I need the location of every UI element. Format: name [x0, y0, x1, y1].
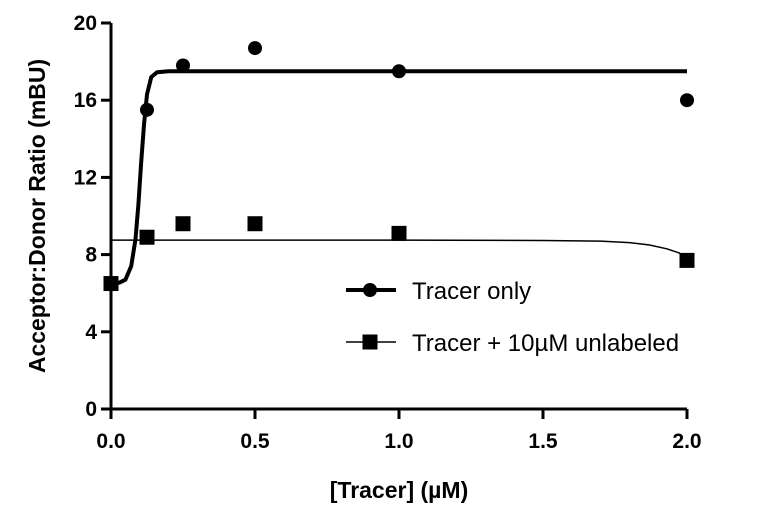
legend-label: Tracer only [412, 278, 531, 305]
data-point-series-1 [392, 64, 406, 79]
x-tick-label: 2.0 [672, 430, 701, 453]
fit-line-series-1 [110, 69, 687, 286]
legend: Tracer only Tracer + 10µM unlabeled [346, 278, 679, 357]
fit-line-series-2 [111, 239, 688, 259]
data-point-series-2 [103, 276, 119, 292]
y-axis-title: Acceptor:Donor Ratio (mBU) [24, 59, 50, 373]
data-point-series-1 [176, 58, 190, 73]
data-point-series-2 [391, 225, 407, 241]
data-point-series-1 [140, 102, 154, 117]
axes: 0.0 0.5 1.0 1.5 2.0 0 4 8 12 16 20 [74, 12, 702, 453]
data-point-series-2 [139, 229, 155, 245]
data-points [103, 41, 695, 292]
y-tick-label: 12 [74, 166, 97, 189]
y-tick-label: 0 [85, 398, 97, 421]
data-point-series-1 [680, 93, 694, 108]
x-tick-label: 0.0 [96, 430, 125, 453]
fit-lines [110, 69, 688, 286]
y-tick-label: 16 [74, 89, 97, 112]
data-point-series-1 [248, 41, 262, 56]
legend-marker [362, 334, 378, 350]
x-axis-title: [Tracer] (µM) [330, 477, 469, 503]
y-tick-label: 4 [85, 321, 97, 344]
data-point-series-2 [247, 216, 263, 232]
y-tick-label: 20 [74, 12, 97, 35]
x-tick-label: 1.5 [528, 430, 558, 453]
x-tick-label: 1.0 [384, 430, 413, 453]
x-tick-label: 0.5 [240, 430, 270, 453]
data-point-series-2 [175, 216, 191, 232]
legend-label: Tracer + 10µM unlabeled [412, 330, 679, 357]
data-point-series-2 [679, 252, 695, 268]
y-tick-label: 8 [85, 244, 97, 267]
legend-marker [363, 283, 377, 297]
